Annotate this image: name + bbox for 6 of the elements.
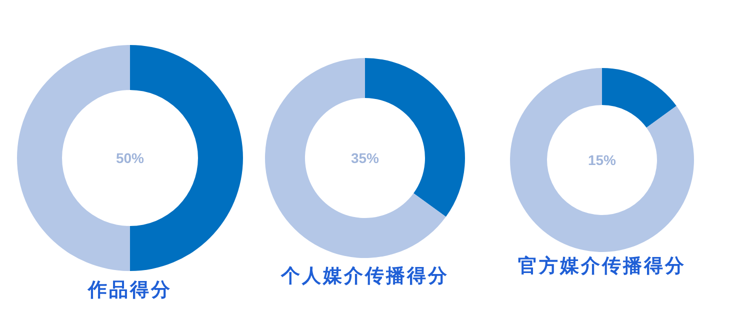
text: 15% xyxy=(588,152,617,168)
text: 作品得分 xyxy=(87,280,172,301)
text: 35% xyxy=(350,150,380,166)
text: 50% xyxy=(116,150,145,166)
text: 个人媒介传播得分 xyxy=(280,266,449,287)
text: 官方媒介传播得分 xyxy=(518,255,686,277)
